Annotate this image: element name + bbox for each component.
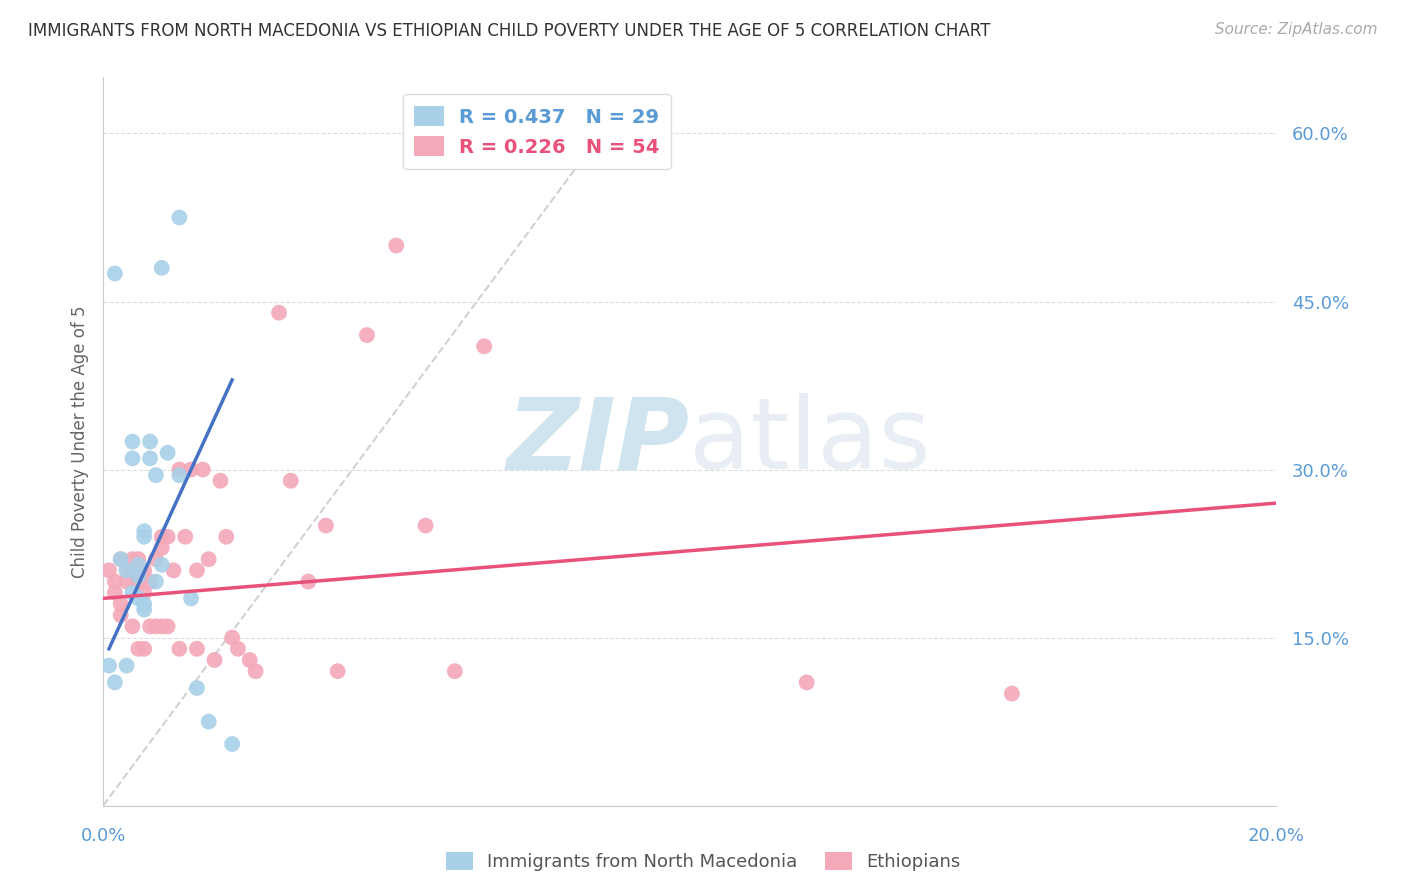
Point xyxy=(267,306,290,320)
Point xyxy=(156,619,179,633)
Point xyxy=(134,597,156,611)
Point xyxy=(121,619,143,633)
Point xyxy=(150,530,173,544)
Point xyxy=(98,658,121,673)
Point xyxy=(121,552,143,566)
Point xyxy=(385,238,408,252)
Point xyxy=(197,714,219,729)
Point xyxy=(174,530,197,544)
Text: ZIP: ZIP xyxy=(506,393,689,490)
Point xyxy=(169,462,191,476)
Point xyxy=(221,737,243,751)
Point xyxy=(127,552,149,566)
Point xyxy=(104,586,127,600)
Point xyxy=(115,563,138,577)
Point xyxy=(209,474,232,488)
Y-axis label: Child Poverty Under the Age of 5: Child Poverty Under the Age of 5 xyxy=(72,305,89,578)
Point xyxy=(315,518,337,533)
Point xyxy=(204,653,226,667)
Point xyxy=(215,530,238,544)
Point xyxy=(115,658,138,673)
Point xyxy=(191,462,214,476)
Point xyxy=(180,591,202,606)
Point xyxy=(134,602,156,616)
Point xyxy=(169,641,191,656)
Point xyxy=(297,574,319,589)
Point xyxy=(115,574,138,589)
Point xyxy=(156,530,179,544)
Point xyxy=(356,328,378,343)
Point xyxy=(104,675,127,690)
Point xyxy=(239,653,262,667)
Point xyxy=(145,619,167,633)
Point xyxy=(139,434,162,449)
Point xyxy=(110,552,132,566)
Point xyxy=(197,552,219,566)
Point xyxy=(115,563,138,577)
Point xyxy=(134,563,156,577)
Point xyxy=(134,586,156,600)
Point xyxy=(326,664,349,678)
Point xyxy=(127,558,149,572)
Point xyxy=(472,339,495,353)
Text: Source: ZipAtlas.com: Source: ZipAtlas.com xyxy=(1215,22,1378,37)
Point xyxy=(127,569,149,583)
Point xyxy=(127,574,149,589)
Legend: Immigrants from North Macedonia, Ethiopians: Immigrants from North Macedonia, Ethiopi… xyxy=(439,845,967,879)
Point xyxy=(415,518,437,533)
Point xyxy=(139,619,162,633)
Point xyxy=(145,574,167,589)
Point xyxy=(121,563,143,577)
Legend: R = 0.437   N = 29, R = 0.226   N = 54: R = 0.437 N = 29, R = 0.226 N = 54 xyxy=(402,95,671,169)
Point xyxy=(104,574,127,589)
Point xyxy=(110,597,132,611)
Text: atlas: atlas xyxy=(689,393,931,490)
Point xyxy=(186,563,208,577)
Point xyxy=(134,524,156,538)
Point xyxy=(1001,687,1024,701)
Point xyxy=(156,446,179,460)
Point xyxy=(139,451,162,466)
Point xyxy=(127,591,149,606)
Point xyxy=(110,552,132,566)
Point xyxy=(145,468,167,483)
Point xyxy=(139,574,162,589)
Point xyxy=(150,541,173,555)
Point xyxy=(98,563,121,577)
Point xyxy=(134,530,156,544)
Point xyxy=(280,474,302,488)
Point xyxy=(134,641,156,656)
Point xyxy=(145,552,167,566)
Point xyxy=(186,641,208,656)
Point xyxy=(444,664,467,678)
Point xyxy=(121,434,143,449)
Point xyxy=(150,558,173,572)
Point xyxy=(150,260,173,275)
Point xyxy=(150,619,173,633)
Point xyxy=(245,664,267,678)
Text: IMMIGRANTS FROM NORTH MACEDONIA VS ETHIOPIAN CHILD POVERTY UNDER THE AGE OF 5 CO: IMMIGRANTS FROM NORTH MACEDONIA VS ETHIO… xyxy=(28,22,990,40)
Point xyxy=(121,586,143,600)
Point xyxy=(127,641,149,656)
Point xyxy=(226,641,249,656)
Point xyxy=(186,681,208,695)
Point xyxy=(221,631,243,645)
Point xyxy=(121,451,143,466)
Point xyxy=(104,267,127,281)
Point xyxy=(169,211,191,225)
Point xyxy=(796,675,818,690)
Point xyxy=(110,608,132,623)
Point xyxy=(180,462,202,476)
Text: 0.0%: 0.0% xyxy=(80,827,125,846)
Text: 20.0%: 20.0% xyxy=(1247,827,1305,846)
Point xyxy=(169,468,191,483)
Point xyxy=(162,563,184,577)
